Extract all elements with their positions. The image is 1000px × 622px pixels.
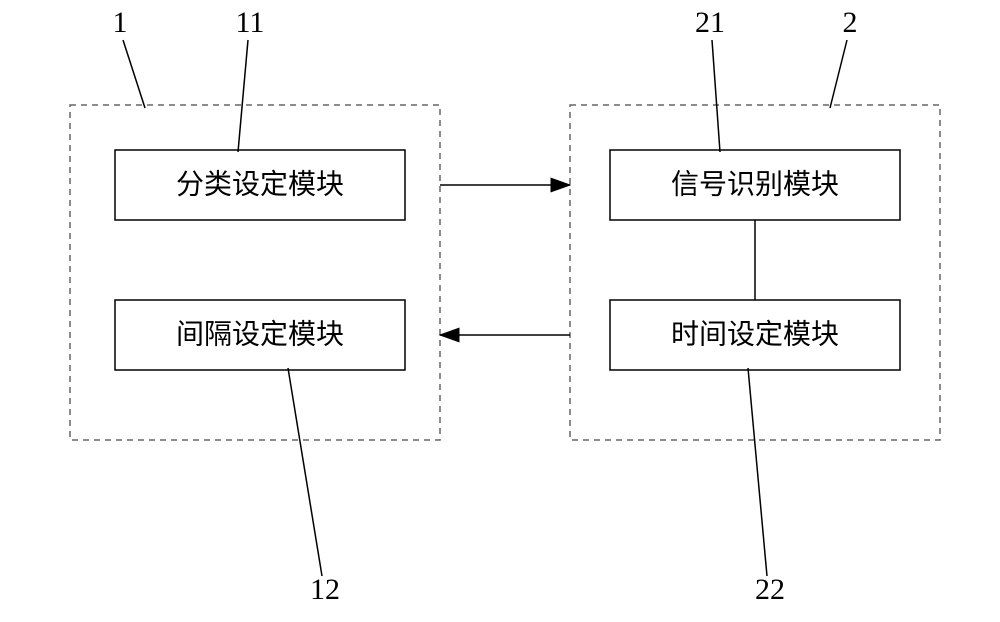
- node-n12: 间隔设定模块: [115, 300, 405, 370]
- node-n22: 时间设定模块: [610, 300, 900, 370]
- ref-11: 11: [236, 6, 265, 152]
- ref-1: 1: [113, 6, 146, 108]
- ref-21-text: 21: [695, 6, 725, 39]
- ref-21: 21: [695, 6, 725, 152]
- node-n11-label: 分类设定模块: [176, 168, 344, 200]
- ref-11-text: 11: [236, 6, 265, 39]
- ref-12-text: 12: [310, 573, 340, 606]
- node-n22-label: 时间设定模块: [671, 318, 839, 350]
- node-n12-label: 间隔设定模块: [176, 318, 344, 350]
- ref-12: 12: [288, 368, 340, 606]
- ref-22-text: 22: [755, 573, 785, 606]
- ref-2-text: 2: [843, 6, 858, 39]
- node-n21-label: 信号识别模块: [671, 168, 839, 200]
- ref-2: 2: [830, 6, 858, 108]
- node-n21: 信号识别模块: [610, 150, 900, 220]
- diagram-canvas: 分类设定模块 间隔设定模块 信号识别模块 时间设定模块 1 11 21 2 12…: [0, 0, 1000, 622]
- container-left: [70, 105, 440, 440]
- ref-1-text: 1: [113, 6, 128, 39]
- node-n11: 分类设定模块: [115, 150, 405, 220]
- ref-22: 22: [748, 368, 785, 606]
